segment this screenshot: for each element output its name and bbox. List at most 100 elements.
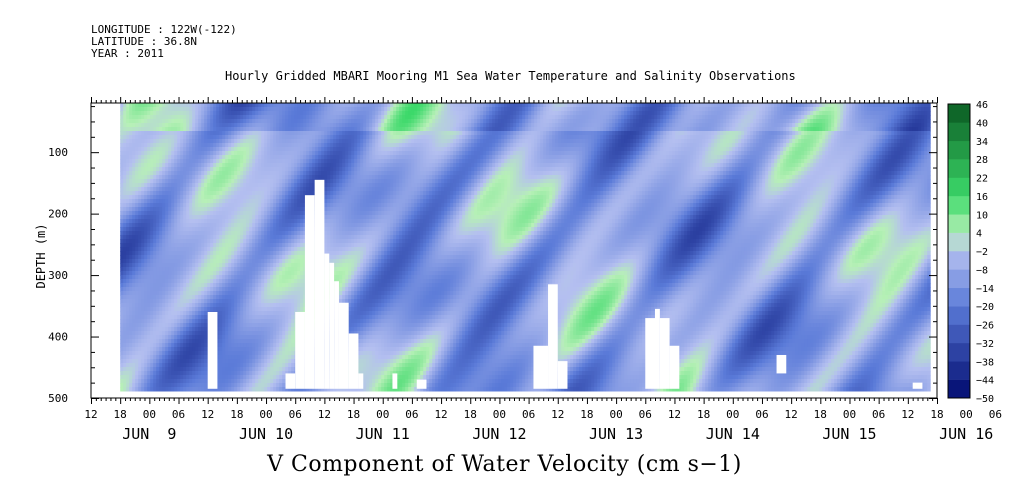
heatmap-cell (198, 163, 202, 168)
heatmap-cell (699, 119, 703, 124)
heatmap-cell (141, 171, 145, 176)
heatmap-cell (252, 111, 256, 116)
heatmap-cell (360, 115, 364, 120)
heatmap-cell (270, 123, 274, 128)
heatmap-cell (645, 135, 649, 140)
heatmap-cell (714, 103, 718, 108)
heatmap-cell (342, 131, 346, 136)
heatmap-cell (447, 171, 451, 176)
heatmap-cell (840, 151, 844, 156)
heatmap-cell (729, 119, 733, 124)
heatmap-cell (837, 123, 841, 128)
heatmap-cell (660, 139, 664, 144)
heatmap-cell (585, 131, 589, 136)
heatmap-cell (405, 147, 409, 152)
heatmap-cell (285, 127, 289, 132)
heatmap-cell (417, 151, 421, 156)
heatmap-cell (726, 151, 730, 156)
heatmap-cell (300, 171, 304, 176)
heatmap-cell (618, 171, 622, 176)
heatmap-cell (642, 107, 646, 112)
heatmap-cell (675, 139, 679, 144)
heatmap-cell (438, 127, 442, 132)
heatmap-cell (921, 123, 925, 128)
heatmap-cell (285, 115, 289, 120)
heatmap-cell (747, 139, 751, 144)
heatmap-cell (324, 131, 328, 136)
heatmap-cell (120, 115, 124, 120)
heatmap-cell (645, 171, 649, 176)
heatmap-cell (795, 123, 799, 128)
heatmap-cell (357, 147, 361, 152)
heatmap-cell (321, 115, 325, 120)
heatmap-cell (561, 103, 565, 108)
heatmap-cell (780, 115, 784, 120)
heatmap-cell (765, 155, 769, 160)
heatmap-cell (333, 123, 337, 128)
heatmap-cell (888, 167, 892, 172)
heatmap-cell (339, 167, 343, 172)
heatmap-cell (867, 115, 871, 120)
heatmap-cell (261, 111, 265, 116)
heatmap-cell (717, 147, 721, 152)
heatmap-cell (720, 143, 724, 148)
heatmap-cell (348, 127, 352, 132)
heatmap-cell (879, 159, 883, 164)
heatmap-cell (207, 139, 211, 144)
heatmap-cell (675, 159, 679, 164)
heatmap-cell (147, 103, 151, 108)
heatmap-cell (255, 107, 259, 112)
heatmap-cell (465, 123, 469, 128)
heatmap-cell (609, 135, 613, 140)
heatmap-cell (456, 147, 460, 152)
heatmap-cell (543, 159, 547, 164)
heatmap-cell (276, 115, 280, 120)
heatmap-cell (279, 163, 283, 168)
heatmap-cell (804, 135, 808, 140)
heatmap-cell (540, 159, 544, 164)
heatmap-cell (651, 107, 655, 112)
heatmap-cell (705, 119, 709, 124)
heatmap-cell (477, 143, 481, 148)
heatmap-cell (711, 127, 715, 132)
heatmap-cell (537, 127, 541, 132)
heatmap-cell (747, 127, 751, 132)
heatmap-cell (192, 163, 196, 168)
heatmap-cell (825, 111, 829, 116)
heatmap-cell (159, 107, 163, 112)
heatmap-cell (522, 107, 526, 112)
heatmap-cell (858, 131, 862, 136)
heatmap-cell (819, 167, 823, 172)
heatmap-cell (825, 107, 829, 112)
heatmap-cell (312, 163, 316, 168)
heatmap-cell (744, 103, 748, 108)
heatmap-cell (549, 167, 553, 172)
heatmap-cell (870, 171, 874, 176)
heatmap-cell (546, 151, 550, 156)
heatmap-cell (723, 159, 727, 164)
heatmap-cell (576, 163, 580, 168)
heatmap-cell (225, 131, 229, 136)
heatmap-cell (879, 167, 883, 172)
heatmap-cell (459, 143, 463, 148)
heatmap-cell (621, 123, 625, 128)
heatmap-cell (720, 135, 724, 140)
heatmap-cell (180, 151, 184, 156)
heatmap-cell (750, 107, 754, 112)
heatmap-cell (492, 127, 496, 132)
heatmap-cell (900, 123, 904, 128)
heatmap-cell (546, 159, 550, 164)
heatmap-cell (471, 107, 475, 112)
heatmap-cell (159, 115, 163, 120)
heatmap-cell (678, 147, 682, 152)
heatmap-cell (336, 139, 340, 144)
heatmap-cell (150, 155, 154, 160)
heatmap-cell (321, 143, 325, 148)
heatmap-cell (153, 123, 157, 128)
heatmap-cell (435, 175, 439, 180)
heatmap-cell (129, 155, 133, 160)
heatmap-cell (363, 147, 367, 152)
heatmap-cell (837, 159, 841, 164)
heatmap-cell (363, 131, 367, 136)
heatmap-cell (828, 163, 832, 168)
